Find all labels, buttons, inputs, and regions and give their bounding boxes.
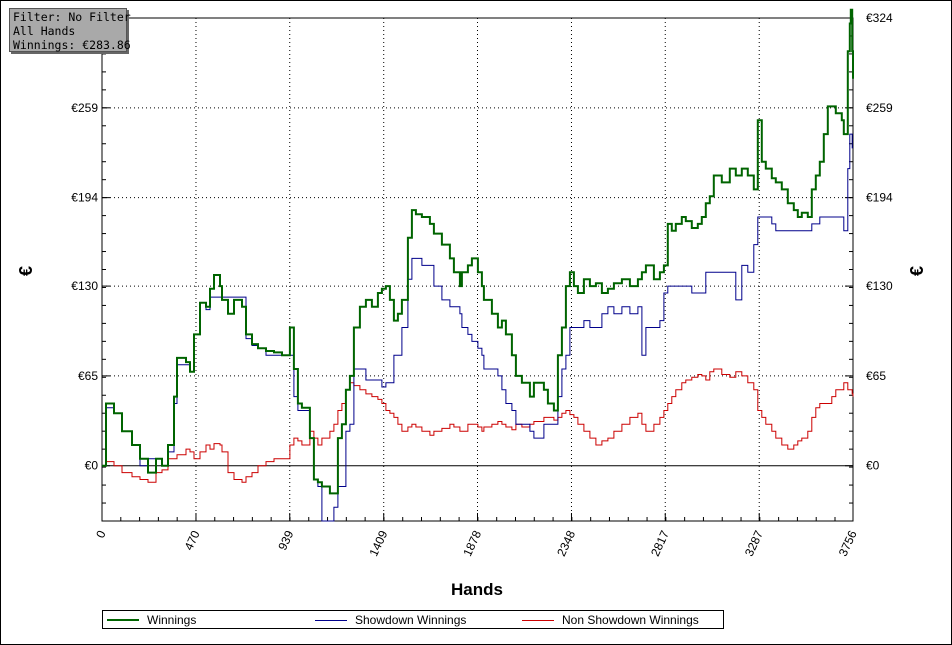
x-tick-label: 3756 [836,528,860,558]
filter-label: Filter: No Filter [13,10,131,24]
x-tick-label: 0 [93,528,109,540]
series-line-non-showdown-winnings [102,368,854,483]
y-tick-label-left: €65 [78,369,98,383]
y-tick-label-left: €130 [71,279,98,293]
y-tick-label-right: €259 [866,101,893,115]
x-tick-label: 2817 [648,528,672,558]
legend-label-non-showdown: Non Showdown Winnings [562,613,699,627]
x-tick-label: 1878 [460,528,484,558]
hands-label: All Hands [13,24,76,38]
legend-label-winnings: Winnings [147,613,197,627]
x-tick-label: 2348 [554,528,578,558]
legend-item-non-showdown: Non Showdown Winnings [522,612,699,628]
legend-item-showdown: Showdown Winnings [315,612,466,628]
grid [102,17,853,521]
x-tick-label: 3287 [742,528,766,558]
y-axis-title-left: € [16,266,36,276]
x-axis-title: Hands [451,580,503,599]
series-group [102,8,854,522]
x-tick-label: 470 [182,528,203,552]
legend-item-winnings: Winnings [107,612,196,628]
y-tick-label-right: €0 [866,459,880,473]
filter-info-box: Filter: No Filter All Hands Winnings: €2… [9,8,131,52]
x-tick-label: 1409 [366,528,390,558]
winnings-total-label: Winnings: €283.86 [13,38,131,52]
series-line-showdown-winnings [102,133,853,522]
y-tick-label-right: €130 [866,279,893,293]
y-tick-label-left: €194 [71,191,98,205]
series-line-winnings [102,8,854,495]
y-tick-label-right: €324 [866,11,893,25]
y-tick-label-right: €65 [866,369,886,383]
legend-label-showdown: Showdown Winnings [355,613,467,627]
legend-swatch-non-showdown [522,619,554,621]
y-axis-title-right: € [907,266,927,276]
legend-swatch-winnings [107,619,139,621]
x-tick-label: 939 [275,528,296,552]
chart-legend: Winnings Showdown Winnings Non Showdown … [102,610,724,629]
y-tick-label-left: €0 [85,459,99,473]
legend-swatch-showdown [315,619,347,621]
y-tick-label-left: €259 [71,101,98,115]
y-tick-label-right: €194 [866,191,893,205]
